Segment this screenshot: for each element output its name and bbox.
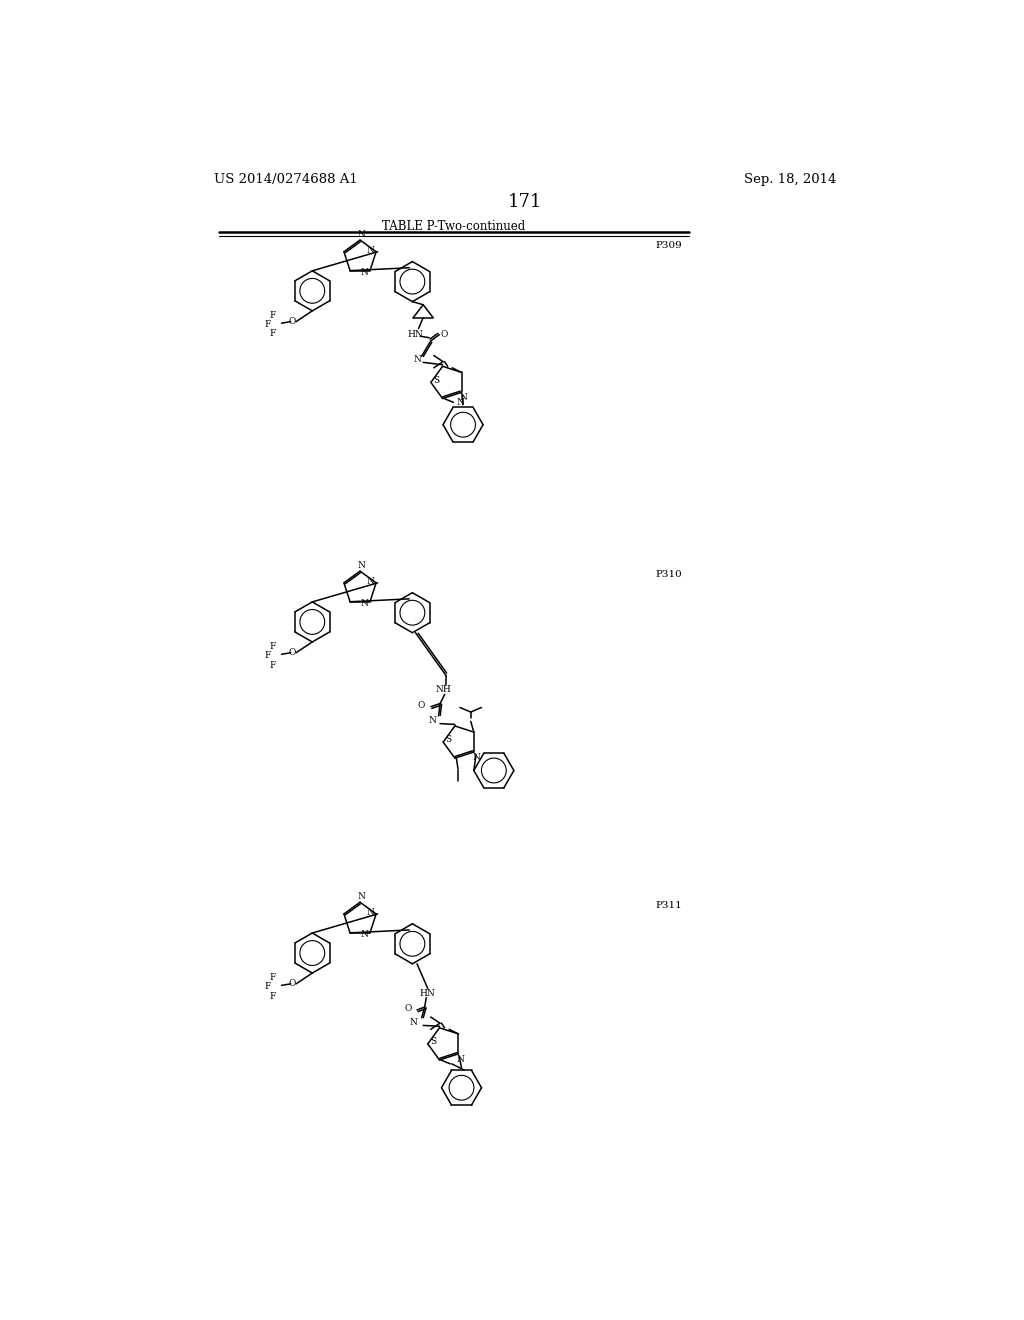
Text: N: N: [457, 397, 464, 407]
Text: O: O: [289, 648, 296, 657]
Text: N: N: [357, 230, 366, 239]
Text: O: O: [418, 701, 425, 710]
Text: 171: 171: [508, 193, 542, 210]
Text: N: N: [428, 715, 436, 725]
Text: F: F: [269, 991, 275, 1001]
Text: S: S: [433, 376, 439, 384]
Text: F: F: [269, 660, 275, 669]
Text: O: O: [289, 979, 296, 989]
Text: O: O: [440, 330, 447, 339]
Text: N: N: [460, 393, 468, 403]
Text: F: F: [264, 321, 270, 329]
Text: N: N: [367, 908, 375, 917]
Text: N: N: [360, 599, 369, 607]
Text: N: N: [472, 752, 480, 762]
Text: F: F: [264, 982, 270, 991]
Text: N: N: [367, 246, 375, 255]
Text: F: F: [269, 973, 275, 982]
Text: N: N: [360, 929, 369, 939]
Text: F: F: [269, 642, 275, 651]
Text: Sep. 18, 2014: Sep. 18, 2014: [743, 173, 836, 186]
Text: TABLE P-Two-continued: TABLE P-Two-continued: [382, 219, 525, 232]
Text: N: N: [457, 1055, 465, 1064]
Text: F: F: [264, 651, 270, 660]
Text: S: S: [445, 735, 452, 744]
Text: O: O: [404, 1005, 413, 1012]
Text: P310: P310: [655, 570, 682, 578]
Text: N: N: [413, 355, 421, 364]
Text: HN: HN: [408, 330, 423, 339]
Text: N: N: [357, 561, 366, 570]
Text: S: S: [430, 1038, 436, 1045]
Text: HN: HN: [420, 989, 435, 998]
Text: P311: P311: [655, 900, 682, 909]
Text: NH: NH: [435, 685, 451, 694]
Text: P309: P309: [655, 242, 682, 249]
Text: N: N: [357, 892, 366, 902]
Text: US 2014/0274688 A1: US 2014/0274688 A1: [214, 173, 357, 186]
Text: O: O: [289, 317, 296, 326]
Text: F: F: [269, 312, 275, 319]
Text: N: N: [360, 268, 369, 277]
Text: N: N: [367, 577, 375, 586]
Text: N: N: [410, 1018, 418, 1027]
Text: F: F: [269, 330, 275, 338]
